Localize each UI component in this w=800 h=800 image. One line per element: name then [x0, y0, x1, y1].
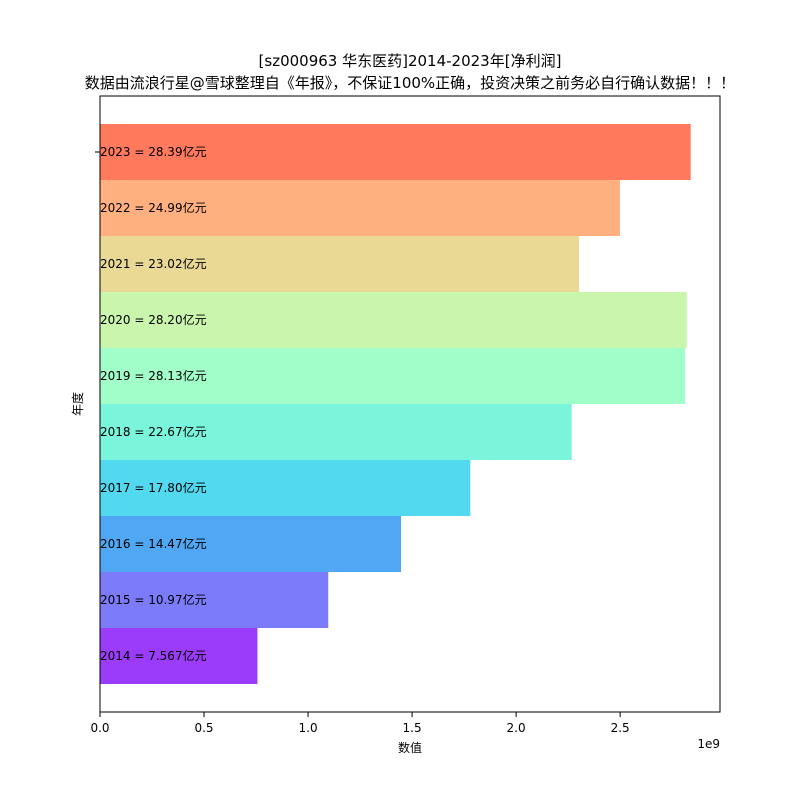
bar-label-2018: 2018 = 22.67亿元 [100, 424, 207, 439]
x-axis-label: 数值 [398, 740, 422, 755]
bar-2017 [100, 460, 471, 516]
bar-label-2016: 2016 = 14.47亿元 [100, 536, 207, 551]
bar-label-2022: 2022 = 24.99亿元 [100, 200, 207, 215]
bar-2020 [100, 292, 687, 348]
x-tick-label: 0.5 [194, 721, 213, 735]
bar-label-2015: 2015 = 10.97亿元 [100, 592, 207, 607]
bar-2016 [100, 516, 402, 572]
bar-label-2021: 2021 = 23.02亿元 [100, 256, 207, 271]
bar-2021 [100, 236, 579, 292]
x-scale-label: 1e9 [697, 737, 720, 751]
bar-2015 [100, 572, 329, 628]
x-ticks-group: 0.0 0.5 1.0 1.5 2.0 2.5 [90, 712, 630, 735]
bar-2019 [100, 348, 686, 404]
chart-subtitle: 数据由流浪行星@雪球整理自《年报》，不保证100%正确，投资决策之前务必自行确认… [85, 74, 735, 92]
bar-2023 [100, 124, 691, 180]
y-axis-label: 年度 [70, 392, 85, 416]
bar-2018 [100, 404, 572, 460]
bars-group [100, 124, 691, 684]
bar-2014 [100, 628, 258, 684]
x-tick-label: 1.0 [299, 721, 318, 735]
bar-label-2020: 2020 = 28.20亿元 [100, 312, 207, 327]
bar-label-2014: 2014 = 7.567亿元 [100, 648, 207, 663]
x-tick-label: 1.5 [403, 721, 422, 735]
plot-frame [99, 95, 721, 713]
bar-labels-group: 2023 = 28.39亿元 2022 = 24.99亿元 2021 = 23.02… [100, 144, 207, 663]
x-tick-label: 2.5 [611, 721, 630, 735]
bar-label-2017: 2017 = 17.80亿元 [100, 480, 207, 495]
chart-title: [sz000963 华东医药]2014-2023年[净利润] [259, 52, 562, 70]
x-tick-label: 0.0 [90, 721, 109, 735]
x-tick-label: 2.0 [507, 721, 526, 735]
bar-label-2019: 2019 = 28.13亿元 [100, 368, 207, 383]
bar-label-2023: 2023 = 28.39亿元 [100, 144, 207, 159]
bar-2022 [100, 180, 620, 236]
